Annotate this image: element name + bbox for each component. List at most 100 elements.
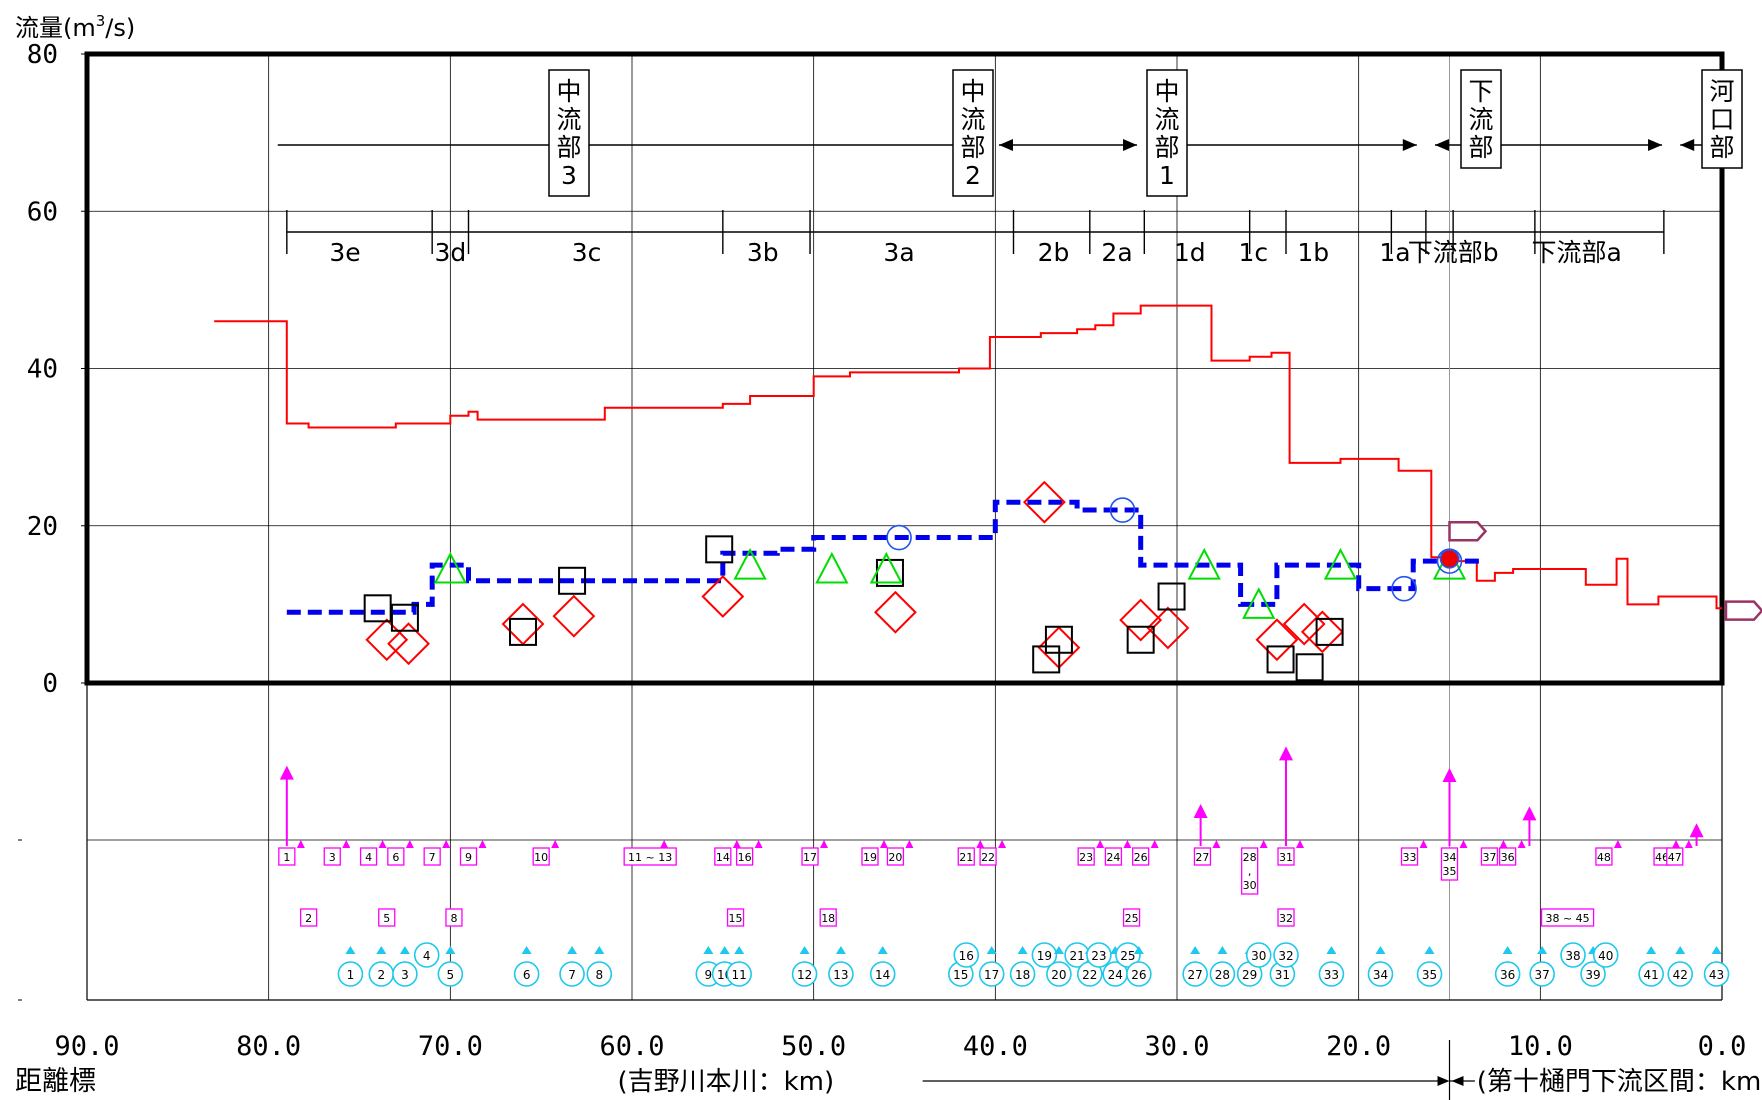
station-circle [586,961,613,987]
green-triangle-marker [733,547,767,580]
station-label: 39 [1585,968,1600,982]
inflow-arrowhead-small [660,840,669,848]
reach-label-box [1701,69,1743,169]
inflow-label: 7 [429,851,436,864]
reach-label: 部 [1709,133,1734,162]
reach-label-box [1460,69,1502,169]
inflow-label-box [957,847,975,866]
inflow-label-box [1077,847,1095,866]
inflow-label-box [801,847,819,866]
station-arrowhead [1646,946,1657,954]
inflow-label: 1 [283,851,290,864]
station-label: 1 [347,968,355,982]
x-range-arrowhead [1437,1076,1450,1086]
station-arrowhead [1711,946,1722,954]
sub-reach-label: 1d [1174,238,1206,267]
station-label: 14 [875,968,890,982]
inflow-label: 33 [1403,851,1417,864]
station-circle [1416,961,1443,987]
reach-label-box [952,69,994,197]
inflow-label-box [359,847,378,866]
inflow-arrowhead-small [1419,840,1428,848]
inflow-label: 32 [1279,912,1293,925]
inflow-label-box [886,847,905,866]
inflow-label-box [726,908,745,927]
inflow-label-box [1540,908,1595,927]
inflow-label-box [278,847,296,866]
station-circle [437,961,464,987]
inflow-arrowhead-small [296,840,305,848]
station-circle [1703,961,1730,987]
x-tick-label: 30.0 [1144,1031,1209,1062]
red-step-series [214,304,1722,610]
station-circle [1580,961,1606,987]
station-label: 13 [833,968,848,982]
inflow-label-box [1241,847,1259,895]
inflow-arrowhead-small [342,840,351,848]
blue-dashed-series [286,499,1486,615]
station-label: 18 [1015,968,1030,982]
data-markers [363,480,1762,682]
reach-label: 3 [561,161,577,190]
inflow-label: 35 [1443,865,1457,878]
inflow-label-box [532,847,550,866]
reach-label: 河 [1709,77,1734,106]
station-arrowhead [719,946,730,954]
station-label: 11 [732,968,747,982]
inflow-label: 26 [1134,851,1148,864]
x-axis-title: 距離標 [15,1066,96,1097]
reach-label: 2 [965,161,981,190]
red-diamond-marker [1022,480,1066,524]
inflow-label-box [861,847,879,866]
inflow-label: 8 [450,912,457,925]
station-circle [1209,961,1236,987]
blue-circle-marker [1109,497,1136,523]
inflow-label: 14 [716,851,730,864]
inflow-arrowhead-small [1672,840,1681,848]
inflow-label: 4 [365,851,372,864]
station-arrowhead [1017,946,1028,954]
station-arrowhead [703,946,714,954]
inflow-label: 48 [1597,851,1611,864]
red-diamond-marker [1282,602,1326,646]
inflow-arrowhead [1522,806,1537,821]
inflow-label-box [423,847,441,866]
station-circle [1126,961,1152,987]
inflow-label: 25 [1125,912,1139,925]
green-triangle-marker [433,551,467,584]
inflow-arrowhead-small [551,840,560,848]
sub-reach-label: 3c [572,238,602,267]
inflow-label: 19 [863,851,877,864]
station-arrowhead [1326,946,1337,954]
sub-reach-label: 3b [747,238,779,267]
station-label: 25 [1120,949,1135,963]
inflow-label-box [1498,847,1517,866]
reach-arrowhead [1434,139,1449,151]
station-circle [726,961,752,987]
station-label: 7 [568,968,576,982]
station-label: 24 [1108,968,1123,982]
red-diamond-marker [1300,610,1344,654]
red-diamond-marker [1255,618,1299,662]
inflow-label: 9 [465,851,472,864]
inflow-arrowhead [279,765,294,780]
inflow-arrowhead-small [1499,840,1508,848]
station-label: 28 [1215,968,1230,982]
station-arrowhead [521,946,532,954]
red-diamond-marker [701,575,745,618]
reach-arrowhead [1680,139,1695,151]
station-label: 38 [1565,949,1580,963]
station-label: 12 [797,968,812,982]
inflow-arrowhead [1279,746,1293,761]
station-arrowhead [835,946,846,954]
x-tick-label: 90.0 [54,1031,119,1062]
y-tick-label: 40 [27,355,58,385]
inflow-arrowhead [1442,768,1457,782]
x-range-right-label: (第十樋門下流区間：km) [1477,1067,1762,1097]
inflow-arrowhead-small [442,840,451,848]
sub-reach-label: 下流部a [1532,238,1622,267]
black-square-marker [558,566,587,595]
inflow-arrowhead-small [378,840,387,848]
reach-label: 部 [1154,133,1179,162]
inflow-label-box [1480,847,1499,866]
